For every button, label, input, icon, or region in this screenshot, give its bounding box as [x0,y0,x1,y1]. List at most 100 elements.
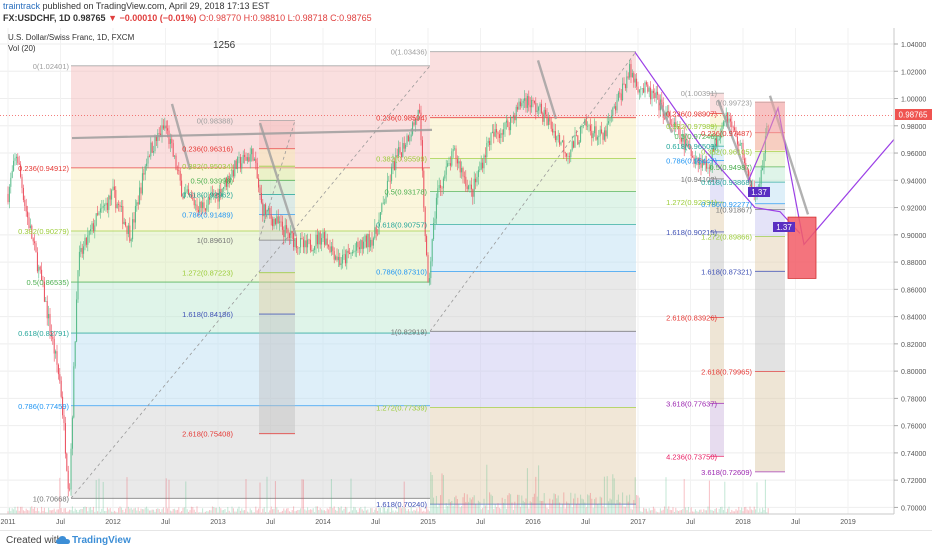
price-tick-label: 0.76000 [901,424,926,431]
volume-indicator-label: Vol (20) [8,44,36,53]
pattern-badge-2-text: 1.37 [776,223,792,232]
fib-level-label: 2.618(0.83926) [666,314,717,323]
fib-level-label: 0.786(0.77459) [18,402,69,411]
time-tick-label: Jul [371,519,380,526]
price-tick-label: 0.88000 [901,260,926,267]
footer: Created with TradingView [0,530,932,551]
fib-level-label: 1.272(0.87223) [182,269,233,278]
fib-level-label: 0.236(0.96316) [182,145,233,154]
fib-level-label: 1.272(0.89866) [701,233,752,242]
ohlc-values: O:0.98770 H:0.98810 L:0.98718 C:0.98765 [199,13,372,23]
time-tick-label: 2011 [0,519,15,526]
published-text: published on TradingView.com, April 29, … [40,1,270,11]
price-tick-label: 0.78000 [901,396,926,403]
time-tick-label: 2013 [210,519,226,526]
fib-level-label: 0.5(0.86535) [26,278,69,287]
time-tick-label: Jul [581,519,590,526]
time-tick-label: Jul [686,519,695,526]
chart-annotation: 1256 [213,40,236,51]
fib-level-label: 0.382(0.95599) [376,155,427,164]
time-tick-label: Jul [476,519,485,526]
fib-level-label: 0.786(0.91489) [182,211,233,220]
fib-level-label: 0.236(0.94912) [18,164,69,173]
time-tick-label: Jul [791,519,800,526]
price-tick-label: 0.80000 [901,369,926,376]
instrument-title: U.S. Dollar/Swiss Franc, 1D, FXCM [8,33,135,42]
author-link[interactable]: traintrack [3,1,41,11]
fib-level-label: 0.5(0.93178) [384,188,427,197]
price-tick-label: 0.94000 [901,178,926,185]
tradingview-cloud-icon [56,536,70,544]
fib-level-label: 0(1.00391) [681,89,718,98]
fib-level-label: 0.786(0.87310) [376,267,427,276]
time-tick-label: Jul [56,519,65,526]
fib-level-label: 2.618(0.75408) [182,430,233,439]
price-tick-label: 0.90000 [901,233,926,240]
price-tick-label: 1.00000 [901,97,926,104]
fib-level-label: 0.382(0.96105) [701,148,752,157]
fib-level-label: 1.618(0.70240) [376,500,427,509]
time-tick-label: Jul [266,519,275,526]
fib-level-label: 3.618(0.72609) [701,468,752,477]
publish-info: traintrack published on TradingView.com,… [3,1,270,12]
chart-grid [0,28,894,514]
time-tick-label: 2017 [630,519,646,526]
price-tick-label: 1.02000 [901,69,926,76]
price-tick-label: 0.98000 [901,124,926,131]
pattern-badge-1: 1.37 [748,187,770,197]
fib-level-label: 0.382(0.95034) [182,162,233,171]
fib-level-label: 1(0.94102) [681,175,718,184]
tradingview-brand-link[interactable]: TradingView [72,535,131,546]
fibonacci-zones [70,51,785,505]
price-tick-label: 0.74000 [901,451,926,458]
fib-level-label: 0.382(0.97989) [666,122,717,131]
fib-level-label: 0.236(0.98594) [376,114,427,123]
fib-level-label: 0(1.02401) [33,62,70,71]
time-tick-label: 2018 [735,519,751,526]
fib-level-label: 2.618(0.79965) [701,368,752,377]
fib-level-label: 1.272(0.92391) [666,198,717,207]
chart-header: traintrack published on TradingView.com,… [0,0,932,28]
fib-level-label: 0(0.99723) [716,98,753,107]
time-tick-label: 2016 [525,519,541,526]
fib-level-label: 1(0.82919) [391,327,428,336]
price-tick-label: 0.84000 [901,315,926,322]
volume-bars [7,464,769,514]
fib-level-label: 1.272(0.77339) [376,403,427,412]
price-tick-label: 1.04000 [901,42,926,49]
price-tick-label: 0.92000 [901,206,926,213]
fib-level-label: 1(0.70668) [33,494,70,503]
time-tick-label: 2012 [105,519,121,526]
fib-level-label: 1.618(0.84186) [182,310,233,319]
time-axis[interactable]: 2011 Jul 2012 Jul 2013 Jul 2014 Jul 2015 Jul 2016 J… [0,513,894,526]
price-tick-label: 0.72000 [901,478,926,485]
pattern-badge-2: 1.37 [773,222,795,232]
fib-level-label: 3.618(0.77637) [666,399,717,408]
fib-level-label: 1(0.89610) [197,236,234,245]
time-tick-label: Jul [161,519,170,526]
price-chart[interactable]: 0(1.02401) 0.236(0.94912) 0.382(0.90279) 0.… [0,28,932,530]
price-tick-label: 0.82000 [901,342,926,349]
fib-level-label: 0.618(0.92962) [182,190,233,199]
price-tick-label: 0.96000 [901,151,926,158]
fib-level-label: 0.5(0.94987) [709,163,752,172]
fib-level-label: 0.786(0.92277) [701,200,752,209]
current-price-value: 0.98765 [899,111,928,120]
price-axis[interactable]: 1.04000 1.02000 1.00000 0.98000 0.96000 0.940… [893,28,926,514]
price-tick-label: 0.86000 [901,287,926,294]
time-tick-label: 2015 [420,519,436,526]
time-tick-label: 2019 [840,519,856,526]
fib-level-label: 0.618(0.90757) [376,221,427,230]
fib-level-label: 0.618(0.93868) [701,178,752,187]
price-tick-label: 0.70000 [901,505,926,512]
down-arrow-icon: ▼ [108,13,117,23]
fib-level-label: 0.236(0.97487) [701,129,752,138]
symbol-info: FX:USDCHF, 1D 0.98765 ▼ −0.00010 (−0.01%… [3,13,372,24]
fib-level-label: 0(0.98388) [197,116,234,125]
fib-level-label: 0.618(0.82791) [18,329,69,338]
fib-level-label: 1.618(0.90215) [666,228,717,237]
fib-level-label: 0.382(0.90279) [18,227,69,236]
last-price: 0.98765 [70,13,109,23]
fib-level-label: 4.236(0.73750) [666,452,717,461]
current-price-tag: 0.98765 [895,109,932,120]
